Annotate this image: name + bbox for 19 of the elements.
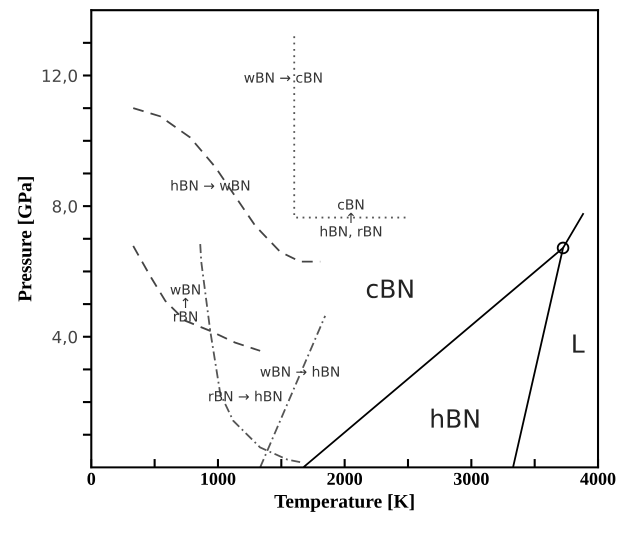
x-tick-label: 3000: [454, 472, 489, 485]
y-tick-label: 4,0: [52, 330, 77, 346]
annotation: hBN: [432, 408, 479, 428]
annotation: wBN → cBN: [244, 72, 322, 83]
annotation: hBN → wBN: [171, 180, 250, 190]
annotation: wBN ↑ rBN: [170, 284, 200, 322]
x-tick-label: 0: [87, 472, 96, 485]
x-tick-label: 2000: [327, 472, 362, 485]
annotation: wBN → hBN: [260, 366, 339, 377]
annotation: L: [573, 334, 585, 353]
y-tick-label: 8,0: [52, 200, 77, 214]
y-axis-title: Pressure [GPa]: [18, 177, 34, 302]
x-tick-label: 1000: [201, 472, 236, 485]
x-axis-title: Temperature [K]: [274, 494, 414, 512]
y-tick-label: 12,0: [42, 69, 77, 84]
annotation: cBN: [366, 280, 413, 298]
x-tick-label: 4000: [580, 472, 616, 485]
annotation: cBN ↑ hBN, rBN: [320, 199, 382, 238]
annotation: rBN → hBN: [209, 390, 282, 402]
